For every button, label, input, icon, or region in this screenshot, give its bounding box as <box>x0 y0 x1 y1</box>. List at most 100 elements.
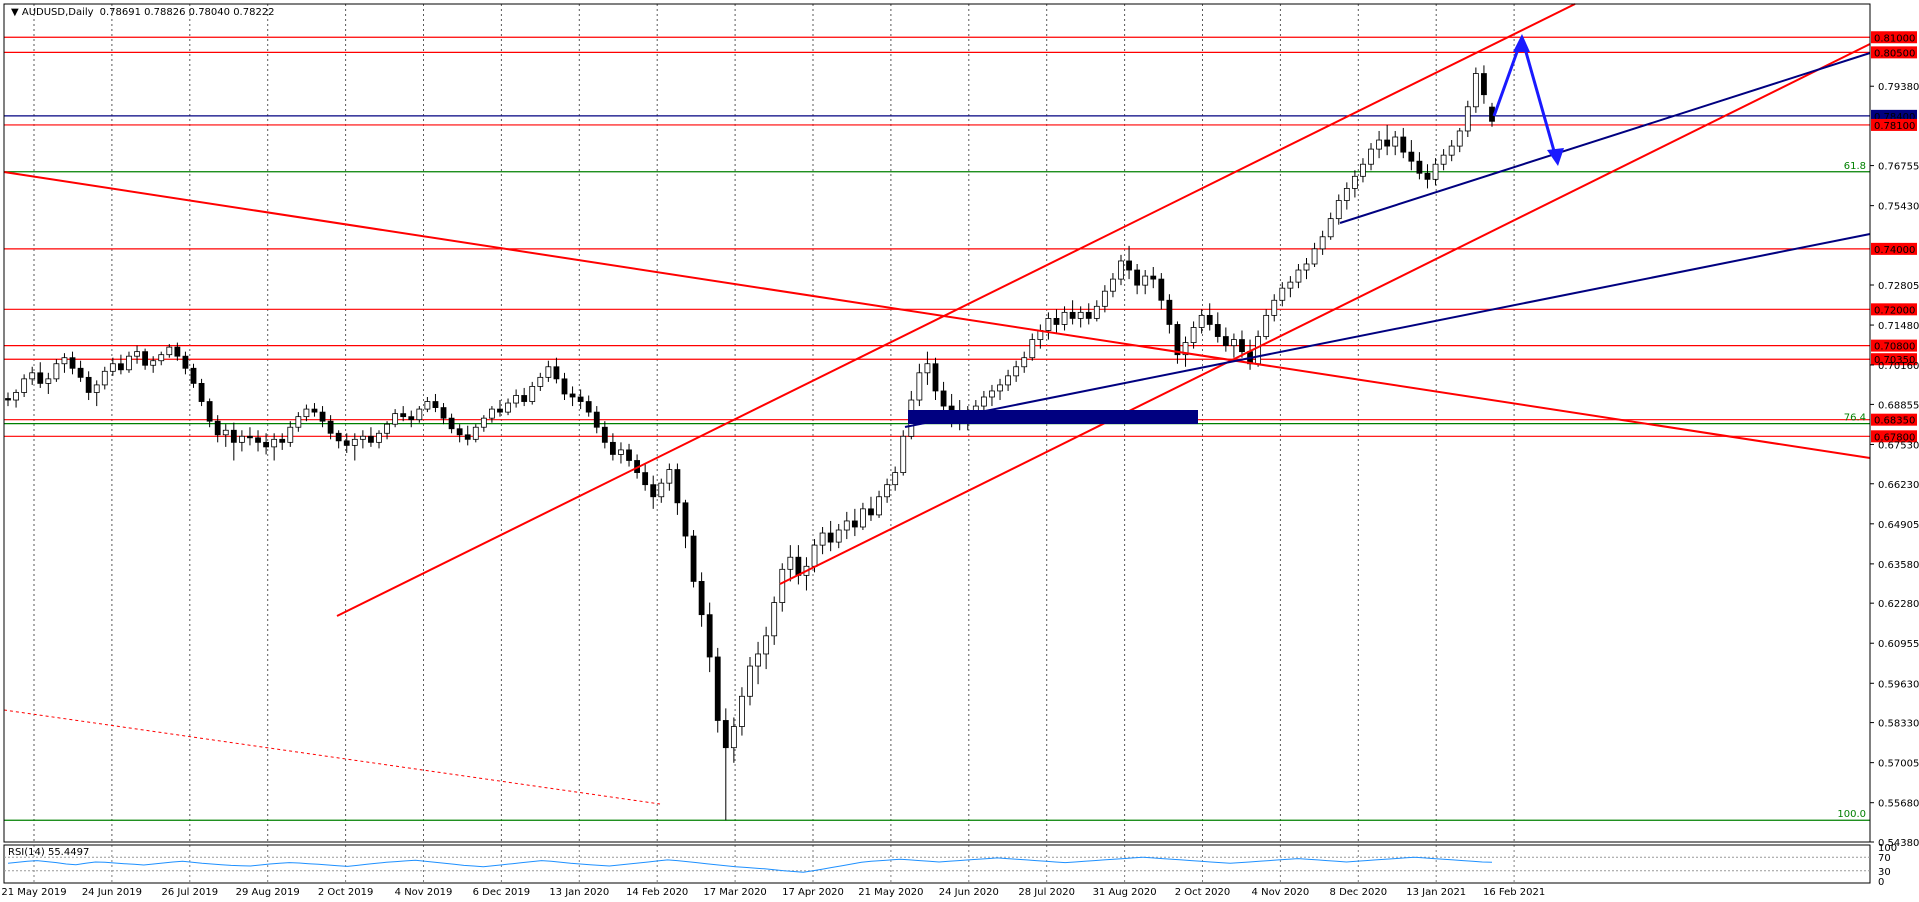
y-tick-label: 0.55680 <box>1878 799 1919 810</box>
x-tick-label: 2 Oct 2019 <box>318 887 373 898</box>
price-level-label: 0.67800 <box>1874 432 1915 443</box>
candle-body <box>1424 172 1431 180</box>
candle-body <box>1029 339 1036 359</box>
candle-body <box>593 411 600 428</box>
candle-body <box>706 614 713 658</box>
x-tick-label: 6 Dec 2019 <box>473 887 531 898</box>
rsi-scale-label: 70 <box>1878 853 1891 864</box>
y-tick-label: 0.70160 <box>1878 361 1919 372</box>
x-tick-label: 4 Nov 2019 <box>395 887 453 898</box>
candle-body <box>763 635 770 655</box>
candle-body <box>609 441 616 455</box>
candle-body <box>1231 339 1237 347</box>
support-line-short <box>1339 52 1871 224</box>
candle-body <box>755 653 761 667</box>
x-tick-label: 29 Aug 2019 <box>236 887 300 898</box>
candle-body <box>126 355 132 371</box>
candle-body <box>335 432 342 442</box>
candle-body <box>263 441 269 448</box>
x-tick-label: 17 Apr 2020 <box>782 887 844 898</box>
candle-body <box>448 417 455 430</box>
candle-body <box>359 435 366 440</box>
candle-body <box>1400 136 1407 153</box>
rsi-pane-frame <box>3 844 1871 884</box>
candle-body <box>876 496 882 516</box>
x-tick-label: 24 Jun 2020 <box>939 887 999 898</box>
candle-body <box>247 435 253 439</box>
candle-body <box>174 346 181 357</box>
candle-body <box>101 370 108 386</box>
collapse-arrow-icon[interactable]: ▼ <box>11 7 22 18</box>
price-level-label: 0.81000 <box>1874 33 1915 44</box>
candle-body <box>456 428 463 436</box>
candle-body <box>93 384 100 393</box>
candle-body <box>1077 311 1084 319</box>
candle-body <box>1255 336 1262 365</box>
candle-body <box>835 529 842 543</box>
y-tick-label: 0.64905 <box>1878 520 1919 531</box>
candle-body <box>1206 314 1213 325</box>
x-tick-label: 31 Aug 2020 <box>1093 887 1157 898</box>
candle-body <box>900 435 907 473</box>
candle-body <box>1190 327 1197 343</box>
x-tick-label: 8 Dec 2020 <box>1330 887 1388 898</box>
price-level-tag <box>1871 339 1917 352</box>
candle-body <box>1456 130 1463 147</box>
candle-body <box>827 532 834 543</box>
price-level-tag <box>1871 118 1917 131</box>
candle-body <box>714 656 721 721</box>
candle-body <box>1142 275 1149 286</box>
candle-body <box>327 420 334 434</box>
projection-arrow-head-down <box>1547 148 1564 166</box>
candle-body <box>989 390 995 398</box>
candle-body <box>730 726 737 749</box>
candle-body <box>5 398 11 401</box>
candle-body <box>1150 275 1157 280</box>
candle-body <box>142 351 149 366</box>
candle-body <box>295 416 302 428</box>
y-tick-label: 0.60955 <box>1878 639 1919 650</box>
candle-body <box>851 520 858 528</box>
candle-body <box>464 434 471 440</box>
main-pane-frame <box>3 3 1871 843</box>
candle-body <box>1360 163 1366 177</box>
candle-body <box>682 502 689 537</box>
candle-body <box>1432 163 1439 180</box>
candle-body <box>1472 73 1479 108</box>
candle-body <box>843 520 850 531</box>
candle-body <box>158 354 165 362</box>
candle-body <box>497 408 503 413</box>
x-tick-label: 14 Feb 2020 <box>626 887 688 898</box>
axis-layer: 21 May 2019 24 Jun 2019 26 Jul 2019 29 Aug … <box>1 82 1919 898</box>
descending-trendline <box>3 171 1871 459</box>
candle-body <box>722 720 729 749</box>
candle-body <box>811 544 818 567</box>
candle-body <box>1368 148 1374 165</box>
candle-body <box>505 402 511 413</box>
candle-body <box>37 372 44 384</box>
price-level-label: 0.78400 <box>1874 112 1915 123</box>
fib-level-label: 100.0 <box>1837 809 1866 820</box>
candle-body <box>424 401 431 410</box>
candle-body <box>771 602 778 637</box>
candle-body <box>69 357 76 369</box>
candle-body <box>642 472 649 486</box>
demand-zone <box>908 410 1198 424</box>
candles-layer <box>5 65 1495 821</box>
candle-body <box>650 484 657 498</box>
candle-body <box>416 408 423 421</box>
price-level-tag <box>1871 242 1917 255</box>
candle-body <box>569 393 576 398</box>
ohlc-values: 0.78691 0.78826 0.78040 0.78222 <box>100 7 275 18</box>
candle-body <box>1118 260 1124 280</box>
y-tick-label: 0.59630 <box>1878 679 1919 690</box>
candle-body <box>85 376 92 393</box>
candle-body <box>53 363 60 380</box>
y-tick-label: 0.57005 <box>1878 759 1919 770</box>
candle-body <box>561 378 568 395</box>
candle-body <box>343 440 350 446</box>
candle-body <box>658 482 665 498</box>
